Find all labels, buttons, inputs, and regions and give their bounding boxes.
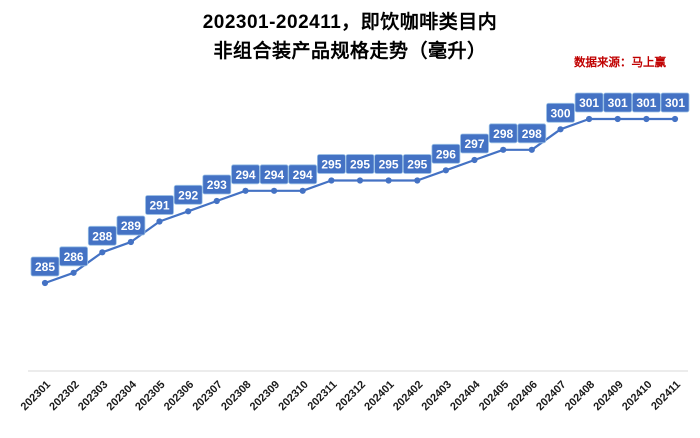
svg-text:295: 295	[379, 158, 399, 172]
svg-text:286: 286	[64, 250, 84, 264]
svg-text:301: 301	[579, 96, 599, 110]
svg-text:300: 300	[550, 106, 570, 120]
data-point	[99, 249, 106, 256]
x-axis-label: 202304	[105, 378, 140, 413]
data-label: 295	[316, 154, 346, 174]
chart-title-line1: 202301-202411，即饮咖啡类目内	[202, 12, 498, 33]
data-point	[671, 115, 679, 123]
data-label: 294	[231, 164, 260, 185]
x-axis-label: 202305	[133, 379, 167, 413]
data-point	[614, 115, 621, 123]
data-point	[185, 208, 192, 215]
chart-title: 202301-202411，即饮咖啡类目内 非组合装产品规格走势（毫升）	[0, 8, 700, 66]
trend-line	[43, 117, 677, 285]
data-label: 288	[87, 225, 117, 246]
x-axis-label: 202409	[591, 379, 625, 413]
data-point	[127, 238, 134, 246]
svg-text:294: 294	[264, 168, 284, 182]
data-label: 291	[145, 195, 174, 215]
x-axis-label: 202309	[248, 379, 282, 413]
data-label: 300	[546, 102, 575, 123]
svg-text:291: 291	[149, 199, 169, 213]
x-axis-label: 202308	[219, 379, 253, 413]
x-axis-label: 202410	[620, 379, 654, 413]
data-point	[356, 177, 364, 184]
svg-text:294: 294	[293, 168, 313, 182]
data-label: 295	[374, 154, 404, 174]
svg-text:298: 298	[522, 127, 542, 141]
x-axis-label: 202406	[505, 379, 539, 413]
svg-text:298: 298	[493, 127, 513, 141]
data-label: 301	[632, 92, 661, 113]
svg-text:289: 289	[121, 219, 141, 233]
data-label: 286	[59, 246, 88, 267]
data-source-label: 数据来源：马上赢	[574, 57, 666, 69]
chart-title-line2: 非组合装产品规格走势（毫升）	[213, 41, 487, 62]
data-point	[471, 156, 478, 164]
data-label: 298	[517, 123, 547, 144]
data-point	[213, 197, 220, 205]
x-axis-label: 202404	[448, 378, 483, 413]
svg-text:288: 288	[92, 229, 112, 243]
data-label: 295	[345, 154, 375, 174]
data-label: 289	[116, 215, 146, 236]
data-point	[442, 167, 449, 174]
data-point	[586, 115, 593, 123]
data-point	[242, 187, 249, 194]
data-label: 294	[288, 164, 318, 185]
svg-text:292: 292	[178, 188, 198, 202]
x-axis-label: 202403	[420, 379, 454, 413]
data-label: 292	[173, 184, 203, 205]
x-axis-label: 202312	[334, 379, 368, 413]
data-point	[500, 146, 507, 153]
data-point	[643, 115, 650, 123]
x-axis-label: 202407	[534, 379, 568, 413]
x-axis-label: 202302	[47, 379, 81, 413]
svg-text:295: 295	[407, 158, 427, 172]
x-axis-label: 202408	[563, 379, 597, 413]
svg-text:296: 296	[436, 147, 456, 161]
x-axis-label: 202405	[477, 379, 511, 413]
svg-text:293: 293	[207, 178, 227, 192]
data-point	[528, 146, 535, 153]
svg-text:295: 295	[321, 158, 341, 172]
svg-text:301: 301	[636, 96, 656, 110]
data-point	[70, 269, 77, 276]
data-label: 297	[460, 133, 489, 154]
data-label: 296	[431, 143, 461, 164]
svg-text:295: 295	[350, 158, 370, 172]
data-point	[328, 177, 335, 184]
svg-text:297: 297	[464, 137, 484, 151]
data-label: 301	[660, 92, 690, 113]
data-point	[385, 177, 392, 184]
data-point	[271, 187, 278, 194]
x-axis-label: 202303	[76, 379, 110, 413]
svg-text:301: 301	[665, 96, 685, 110]
x-axis-label: 202402	[391, 379, 425, 413]
data-point	[557, 126, 564, 133]
x-axis-label: 202301	[19, 379, 53, 413]
data-label: 298	[488, 123, 518, 144]
data-point	[41, 279, 49, 287]
data-point	[156, 218, 163, 225]
x-axis-label: 202310	[276, 379, 310, 413]
svg-text:294: 294	[235, 168, 255, 182]
data-point	[414, 177, 421, 184]
data-label: 301	[574, 92, 604, 113]
x-axis-label: 202307	[190, 379, 224, 413]
data-point	[299, 187, 306, 194]
data-label: 295	[402, 154, 432, 174]
x-axis-label: 202401	[362, 379, 396, 413]
data-label: 294	[259, 164, 289, 185]
x-axis-label: 202411	[649, 379, 683, 413]
data-label: 293	[202, 174, 232, 195]
svg-text:285: 285	[35, 260, 55, 274]
svg-text:301: 301	[608, 96, 628, 110]
x-axis-label: 202311	[306, 379, 340, 413]
data-label: 285	[30, 256, 60, 277]
x-axis-label: 202306	[162, 379, 196, 413]
data-label: 301	[603, 92, 633, 113]
